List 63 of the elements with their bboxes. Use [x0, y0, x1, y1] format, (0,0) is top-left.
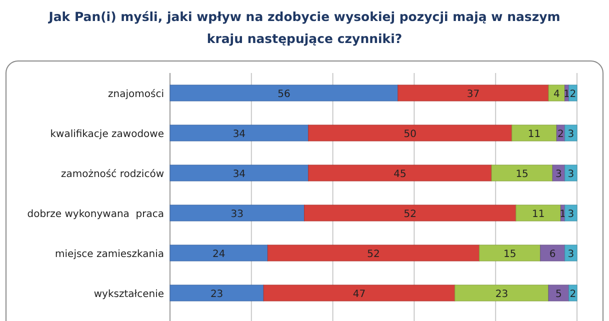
bar	[564, 124, 578, 142]
data-label: 3	[568, 129, 574, 140]
data-label: 5	[555, 289, 562, 300]
data-label: 2	[570, 89, 576, 100]
bar	[398, 84, 549, 102]
y-tick-label: dobrze wykonywana praca	[27, 209, 164, 220]
bar	[170, 84, 398, 102]
data-label: 24	[212, 249, 226, 260]
bar	[267, 244, 480, 262]
data-label: 52	[404, 209, 416, 220]
y-tick-label: znajomości	[108, 88, 164, 100]
bar	[170, 124, 309, 142]
bar	[568, 84, 578, 102]
bar	[568, 284, 578, 302]
data-label: 6	[549, 249, 556, 260]
bar	[454, 284, 549, 302]
bar	[548, 84, 566, 102]
data-label: 33	[230, 209, 244, 220]
bar	[540, 244, 566, 262]
bar	[564, 164, 578, 182]
bar	[512, 124, 557, 142]
y-tick-label: wykształcenie	[94, 289, 164, 300]
bar	[304, 204, 516, 222]
data-label: 1	[560, 209, 566, 220]
data-label: 37	[466, 89, 480, 100]
y-tick-label: zamożność rodziców	[60, 168, 164, 180]
bar	[516, 204, 561, 222]
data-label: 23	[210, 289, 224, 300]
bar	[564, 244, 578, 262]
data-label: 3	[568, 169, 574, 180]
data-label: 1	[564, 89, 570, 100]
data-label: 11	[532, 209, 545, 220]
data-label: 56	[278, 89, 290, 100]
y-tick-label: kwalifikacje zawodowe	[50, 129, 164, 140]
data-label: 3	[568, 209, 574, 220]
data-label: 34	[232, 169, 246, 180]
data-label: 15	[503, 249, 516, 260]
data-label: 15	[516, 169, 528, 180]
data-label: 2	[558, 129, 564, 140]
bar	[170, 164, 309, 182]
chart-title: Jak Pan(i) myśli, jaki wpływ na zdobycie wysokiej pozycji mają w naszym kraju następujące czynniki?	[48, 9, 560, 46]
bar	[263, 284, 456, 302]
data-label: 52	[367, 249, 380, 260]
bar	[308, 124, 512, 142]
bar	[564, 204, 578, 222]
data-label: 45	[394, 169, 406, 180]
bar	[170, 284, 264, 302]
data-label: 34	[232, 129, 246, 140]
data-label: 4	[553, 89, 560, 100]
y-tick-label: miejsce zamieszkania	[55, 249, 164, 260]
data-label: 2	[570, 289, 576, 300]
bar	[308, 164, 492, 182]
bar	[479, 244, 541, 262]
data-label: 23	[495, 289, 508, 300]
bar	[548, 284, 570, 302]
data-label: 47	[352, 289, 366, 300]
data-label: 11	[528, 129, 541, 140]
data-label: 50	[404, 129, 416, 140]
data-label: 3	[568, 249, 574, 260]
bar	[170, 244, 268, 262]
bar	[491, 164, 553, 182]
bar	[170, 204, 305, 222]
data-label: 3	[555, 169, 562, 180]
